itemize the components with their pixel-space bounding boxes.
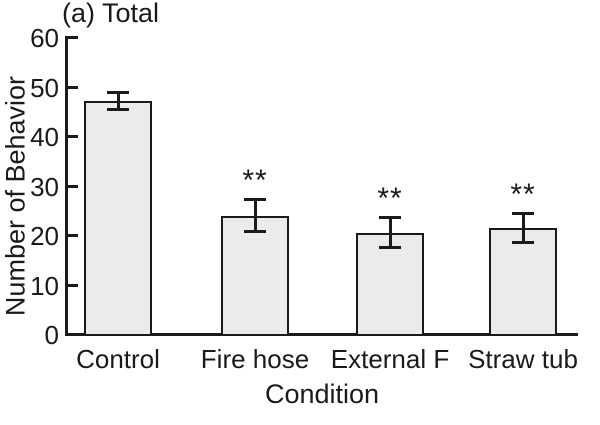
significance-marker: ** — [377, 182, 403, 216]
significance-marker: ** — [242, 164, 268, 198]
error-bar-cap — [379, 216, 401, 220]
y-tick-mark — [68, 36, 78, 39]
y-tick-mark — [68, 184, 78, 188]
chart-title: (a) Total — [62, 0, 160, 28]
bar — [489, 228, 557, 336]
x-category-label: Straw tub — [468, 344, 578, 374]
x-category-label: Fire hose — [200, 344, 310, 374]
x-category-label: Control — [76, 344, 160, 374]
error-bar-cap — [512, 241, 534, 245]
error-bar-cap — [379, 245, 401, 249]
y-tick-label: 10 — [30, 270, 59, 301]
error-bar-cap — [107, 91, 129, 95]
y-axis-line — [65, 36, 68, 336]
significance-marker: ** — [510, 177, 536, 211]
y-tick-label: 60 — [30, 23, 59, 53]
x-axis-title: Condition — [264, 379, 380, 409]
y-tick-mark — [68, 85, 78, 89]
y-tick-label: 30 — [30, 171, 59, 202]
error-bar-cap — [244, 230, 266, 234]
error-bar-cap — [512, 211, 534, 215]
bar — [356, 232, 424, 336]
x-category-label: External F — [330, 344, 450, 374]
error-bar-stem — [253, 199, 257, 232]
y-tick-mark — [68, 135, 78, 138]
bar — [221, 215, 289, 336]
y-tick-label: 50 — [30, 72, 59, 103]
x-axis-line — [65, 333, 578, 336]
bar — [84, 101, 152, 336]
error-bar-cap — [107, 108, 129, 112]
y-tick-mark — [68, 283, 78, 287]
y-tick-label: 0 — [44, 320, 59, 350]
y-tick-label: 40 — [30, 122, 59, 152]
error-bar-stem — [388, 217, 392, 248]
y-tick-mark — [68, 234, 78, 237]
y-tick-label: 20 — [30, 221, 59, 251]
y-tick-mark — [68, 333, 78, 336]
error-bar-cap — [244, 198, 266, 202]
error-bar-stem — [116, 92, 120, 111]
error-bar-stem — [521, 212, 525, 244]
